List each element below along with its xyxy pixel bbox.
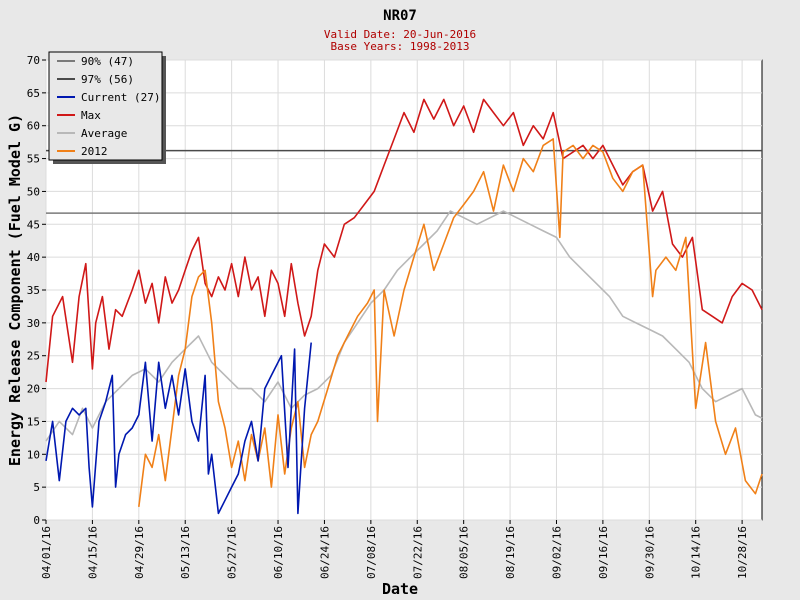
legend-label-2012: 2012 [81, 145, 108, 158]
legend: 90% (47) 97% (56) Current (27) Max Average 20… [48, 51, 166, 164]
y-tick-label-60: 60 [27, 120, 40, 133]
x-tick-label-07-22-16: 07/22/16 [411, 526, 424, 579]
x-tick-label-04-01-16: 04/01/16 [40, 526, 53, 579]
x-tick-label-09-30-16: 09/30/16 [643, 526, 656, 579]
x-tick-label-06-10-16: 06/10/16 [272, 526, 285, 579]
x-tick-label-07-08-16: 07/08/16 [365, 526, 378, 579]
y-tick-label-50: 50 [27, 185, 40, 198]
series-lines [45, 98, 763, 515]
x-tick-label-05-13-16: 05/13/16 [179, 526, 192, 579]
y-tick-label-20: 20 [27, 383, 40, 396]
x-axis-label: Date [382, 580, 418, 598]
y-tick-label-45: 45 [27, 218, 40, 231]
chart-subtitle-valid-date: Valid Date: 20-Jun-2016 [324, 28, 476, 41]
x-axis-ticks: 04/01/16 04/15/16 04/29/16 05/13/16 05/27/16… [40, 520, 749, 579]
legend-label-current-27: Current (27) [81, 91, 160, 104]
x-tick-label-10-28-16: 10/28/16 [736, 526, 749, 579]
y-tick-label-5: 5 [33, 481, 40, 494]
x-tick-label-04-29-16: 04/29/16 [133, 526, 146, 579]
y-axis-ticks: 0 5 10 15 20 25 30 35 40 45 50 55 60 65 70 [27, 54, 46, 527]
legend-label-97-56: 97% (56) [81, 73, 134, 86]
x-tick-label-08-19-16: 08/19/16 [504, 526, 517, 579]
series-line-max [45, 98, 763, 383]
y-tick-label-10: 10 [27, 448, 40, 461]
series-line-current-27 [45, 342, 312, 515]
y-tick-label-25: 25 [27, 350, 40, 363]
x-tick-label-05-27-16: 05/27/16 [226, 526, 239, 579]
y-tick-label-40: 40 [27, 251, 40, 264]
x-tick-label-09-02-16: 09/02/16 [550, 526, 563, 579]
legend-box [48, 51, 163, 161]
y-axis-label: Energy Release Component (Fuel Model G) [6, 114, 24, 466]
x-tick-label-08-05-16: 08/05/16 [458, 526, 471, 579]
x-tick-label-06-24-16: 06/24/16 [318, 526, 331, 579]
x-tick-label-09-16-16: 09/16/16 [597, 526, 610, 579]
y-tick-label-70: 70 [27, 54, 40, 67]
y-tick-label-55: 55 [27, 153, 40, 166]
y-tick-label-65: 65 [27, 87, 40, 100]
series-line-2012 [138, 138, 763, 507]
legend-label-max: Max [81, 109, 101, 122]
y-tick-label-15: 15 [27, 415, 40, 428]
y-tick-label-30: 30 [27, 317, 40, 330]
x-tick-label-10-14-16: 10/14/16 [690, 526, 703, 579]
legend-label-average: Average [81, 127, 127, 140]
chart-title: NR07 [383, 8, 417, 24]
chart-subtitle-base-years: Base Years: 1998-2013 [330, 40, 469, 53]
legend-label-90-47: 90% (47) [81, 55, 134, 68]
legend-items: 90% (47) 97% (56) Current (27) Max Average 20… [57, 55, 160, 158]
x-tick-label-04-15-16: 04/15/16 [86, 526, 99, 579]
y-tick-label-0: 0 [33, 514, 40, 527]
y-tick-label-35: 35 [27, 284, 40, 297]
